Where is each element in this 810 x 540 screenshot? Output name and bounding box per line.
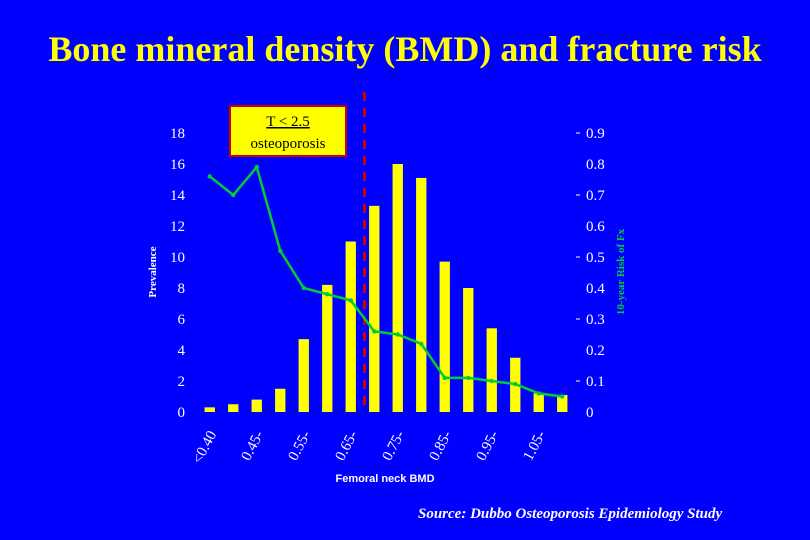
bmd-chart: 0 2 4 6 8 10 12 14 16 18 0 0.1 0.2 0.3 0.4 0.5 0.6 0.7 0.8… [147,92,627,485]
fracture-risk-point [348,298,353,303]
y-tick-label: 16 [170,157,186,173]
axis-labels: <0.40 0.45- 0.55- 0.65- 0.75- 0.85- 0.95- 1.05-… [147,228,627,485]
chart-axes: 0 2 4 6 8 10 12 14 16 18 0 0.1 0.2 0.3 0.4 0.5 0.6 0.7 0.8… [170,126,605,421]
fracture-risk-point [254,164,259,170]
prevalence-bar [298,339,309,412]
y2-tick-label: 0.6 [586,219,605,235]
y2-tick-label: 0.4 [586,281,605,297]
x-tick-label: 0.55- [285,428,314,463]
prevalence-bar [204,407,215,412]
fracture-risk-point [301,285,306,291]
osteoporosis-annotation: T < 2.5 osteoporosis [229,105,347,157]
prevalence-bar [345,241,356,412]
fracture-risk-point [278,248,283,253]
y2-tick-label: 0.8 [586,157,605,173]
y2-tick-label: 0 [586,405,594,421]
fracture-risk-point [372,329,377,334]
fracture-risk-point [207,174,212,179]
y-tick-label: 12 [170,219,185,235]
fracture-risk-polyline [208,164,563,398]
y-tick-label: 0 [178,405,186,421]
annotation-box [229,105,347,157]
fracture-risk-point [536,391,541,396]
y-tick-label: 18 [170,126,185,142]
fracture-risk-point [231,192,236,198]
prevalence-bar [322,284,333,412]
x-tick-label: 0.85- [426,428,455,463]
x-tick-label: 0.45- [238,428,267,463]
prevalence-bar [533,393,544,412]
y-tick-label: 6 [178,312,186,328]
y-tick-label: 14 [170,188,186,204]
prevalence-bar [392,164,403,412]
x-tick-label: 0.75- [379,428,408,463]
prevalence-bar [275,388,286,412]
prevalence-bar [251,399,262,412]
source-note: Source: Dubbo Osteoporosis Epidemiology … [418,506,723,522]
prevalence-bar [486,328,497,412]
fracture-risk-point [560,394,565,399]
y-tick-label: 8 [178,281,186,297]
y-tick-label: 2 [178,374,186,390]
y-tick-label: 4 [178,343,186,359]
fracture-risk-point [395,332,400,337]
x-tick-label: <0.40 [190,428,220,466]
y2-tick-label: 0.7 [586,188,605,204]
x-tick-label: 0.65- [332,428,361,463]
y2-tick-label: 0.5 [586,250,605,266]
annotation-line-2: osteoporosis [251,136,326,152]
y-axis-title: Prevalence [147,246,159,297]
prevalence-bar [463,288,474,412]
fracture-risk-point [325,292,330,297]
slide-title: Bone mineral density (BMD) and fracture … [48,29,762,69]
prevalence-bar [557,394,568,412]
annotation-line-1: T < 2.5 [266,114,310,130]
y2-axis-title: 10-year Risk of Fx [615,228,627,315]
x-tick-label: 1.05- [520,428,549,463]
fracture-risk-point [489,378,494,384]
y2-tick-label: 0.9 [586,126,605,142]
fracture-risk-point [442,375,447,381]
y2-tick-label: 0.3 [586,312,605,328]
x-axis-title: Femoral neck BMD [335,473,434,485]
fracture-risk-point [419,341,424,346]
fracture-risk-point [466,375,471,381]
prevalence-bar [228,404,239,412]
x-tick-label: 0.95- [473,428,502,463]
fracture-risk-point [513,381,518,387]
prevalence-bar [439,261,450,412]
prevalence-bars [204,164,568,412]
prevalence-bar [369,205,380,412]
y2-tick-label: 0.2 [586,343,605,359]
y2-tick-label: 0.1 [586,374,605,390]
fracture-risk-line [207,164,565,399]
y-tick-label: 10 [170,250,185,266]
prevalence-bar [416,177,427,412]
